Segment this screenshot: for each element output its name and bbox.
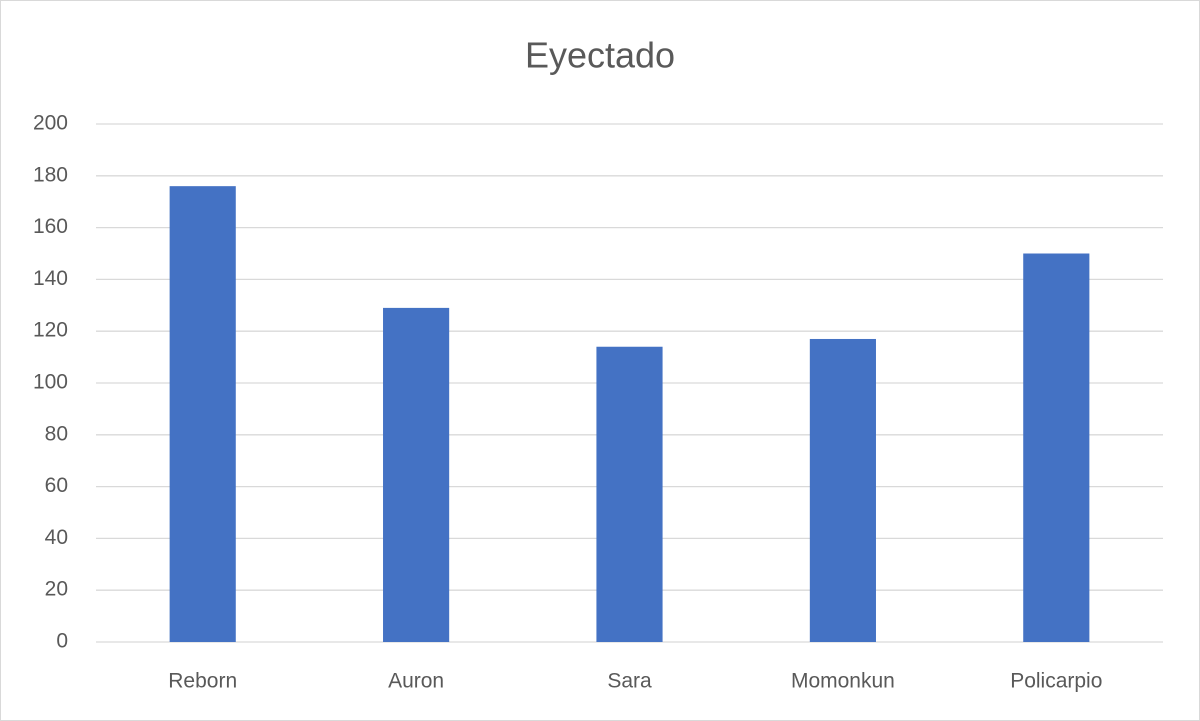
bar [1023, 253, 1090, 642]
x-tick-label: Sara [607, 670, 652, 693]
y-tick-label: 80 [45, 422, 68, 445]
y-tick-label: 60 [45, 474, 68, 497]
y-tick-label: 140 [33, 267, 68, 290]
x-tick-label: Momonkun [791, 670, 895, 693]
y-tick-label: 160 [33, 215, 68, 238]
bar [169, 186, 236, 642]
x-tick-label: Policarpio [1010, 670, 1102, 693]
y-tick-label: 0 [56, 630, 68, 653]
y-tick-label: 40 [45, 526, 68, 549]
y-tick-label: 20 [45, 578, 68, 601]
bar [809, 338, 876, 642]
y-tick-label: 200 [33, 112, 68, 135]
x-tick-label: Auron [388, 670, 444, 693]
bar [596, 346, 663, 642]
y-tick-label: 180 [33, 163, 68, 186]
x-tick-label: Reborn [168, 670, 237, 693]
bar [383, 307, 450, 642]
y-tick-label: 100 [33, 371, 68, 394]
chart-title: Eyectado [525, 35, 675, 76]
y-tick-label: 120 [33, 319, 68, 342]
